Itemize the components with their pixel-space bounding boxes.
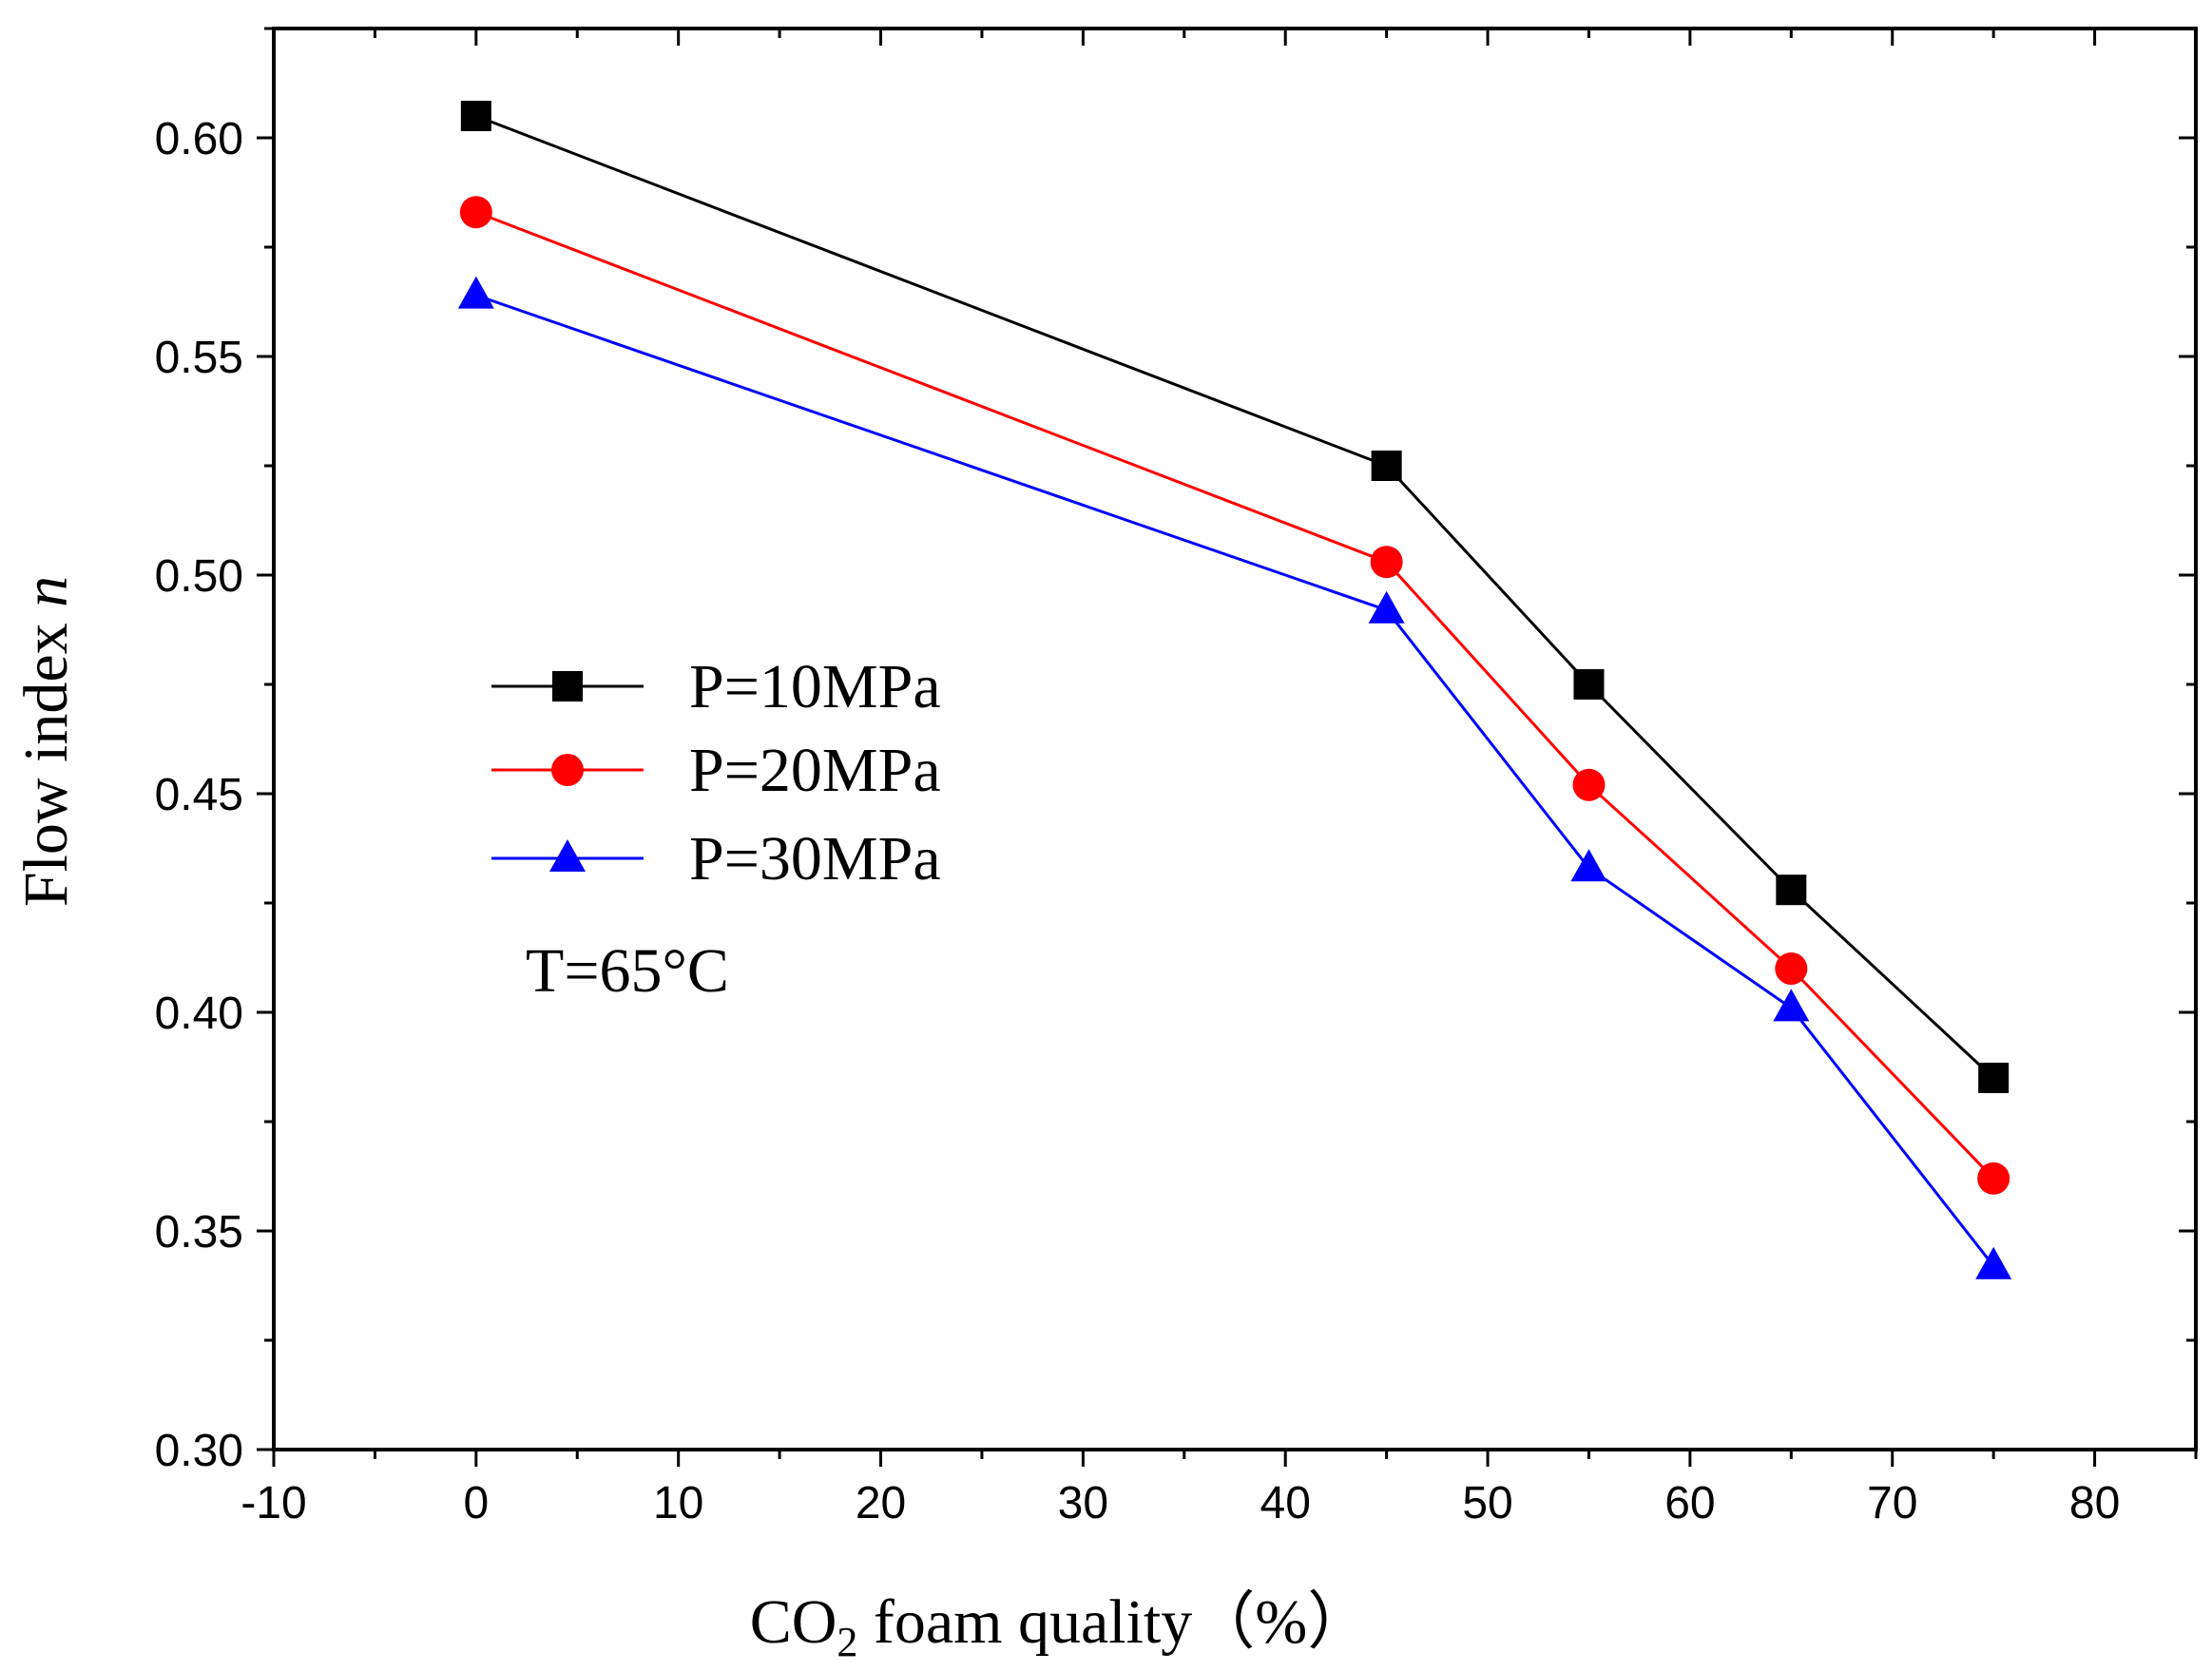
y-axis-label: Flow index n: [11, 576, 81, 907]
legend-item: P=30MPa: [491, 824, 941, 894]
series-line: [475, 114, 1995, 1080]
x-tick-label: 30: [1058, 1478, 1108, 1528]
x-axis-label-subscript: 2: [837, 1619, 857, 1665]
series-2: [459, 196, 2010, 1195]
data-point: [1572, 768, 1606, 801]
temperature-annotation: T=65°C: [526, 936, 729, 1006]
x-tick-label: 60: [1664, 1478, 1715, 1528]
y-tick-label: 0.30: [155, 1426, 243, 1476]
y-axis-label-main: Flow index: [11, 607, 81, 907]
data-point: [459, 196, 492, 229]
legend-marker: [549, 839, 586, 872]
x-axis-label-unit: （%）: [1192, 1587, 1370, 1657]
data-point: [1573, 669, 1605, 700]
x-tick-label: -10: [240, 1478, 306, 1528]
legend-marker: [552, 671, 583, 701]
data-point: [1773, 989, 1810, 1022]
data-point: [1775, 952, 1808, 985]
x-tick-label: 70: [1867, 1478, 1917, 1528]
series-1: [460, 101, 2010, 1093]
data-point: [460, 101, 491, 131]
y-tick-label: 0.60: [155, 114, 243, 164]
legend: P=10MPa P=20MPa P=30MPa: [491, 652, 941, 894]
x-tick-label: 40: [1260, 1478, 1311, 1528]
series-3: [457, 276, 2012, 1279]
x-tick-label: 80: [2069, 1478, 2120, 1528]
data-point: [457, 276, 494, 309]
y-tick-label: 0.40: [155, 989, 243, 1039]
x-axis-label: CO2 foam quality（%）: [750, 1587, 1371, 1665]
x-axis-label-main: CO: [750, 1587, 837, 1657]
axis-ticks: [257, 27, 2198, 1467]
legend-label: P=10MPa: [689, 652, 941, 721]
x-tick-label: 20: [856, 1478, 906, 1528]
y-tick-label: 0.55: [155, 333, 243, 383]
y-axis-label-symbol: n: [11, 576, 81, 607]
data-point: [1371, 451, 1402, 481]
data-point: [1975, 1246, 2012, 1279]
legend-label: P=20MPa: [689, 736, 941, 805]
x-tick-label: 50: [1462, 1478, 1512, 1528]
legend-item: P=20MPa: [491, 736, 941, 805]
legend-item: P=10MPa: [491, 652, 941, 721]
legend-marker: [551, 754, 584, 786]
data-point: [1977, 1162, 2010, 1195]
data-point: [1978, 1063, 2010, 1093]
y-tick-label: 0.35: [155, 1207, 243, 1258]
y-tick-label: 0.45: [155, 770, 243, 820]
x-tick-label: 0: [463, 1478, 489, 1528]
legend-label: P=30MPa: [689, 824, 941, 894]
axis-tick-labels: -10 0 10 20 30 40 50 60 70 80 0.30 0.35 0.40 0.45 0.50…: [155, 114, 2121, 1528]
data-point: [1776, 874, 1807, 906]
y-tick-label: 0.50: [155, 551, 243, 602]
data-series: [457, 101, 2012, 1279]
x-tick-label: 10: [653, 1478, 703, 1528]
x-axis-label-rest: foam quality: [857, 1587, 1192, 1657]
data-point: [1370, 546, 1403, 579]
data-point: [1368, 590, 1405, 624]
plot-frame: [272, 27, 2198, 1451]
data-point: [1570, 849, 1607, 882]
